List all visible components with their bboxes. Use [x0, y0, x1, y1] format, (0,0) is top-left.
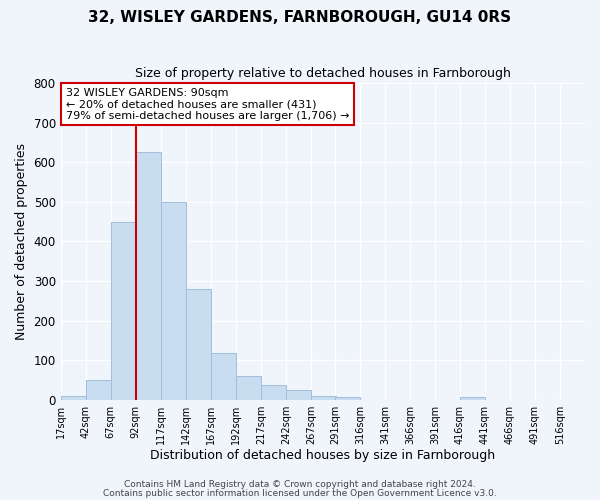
Title: Size of property relative to detached houses in Farnborough: Size of property relative to detached ho…: [135, 68, 511, 80]
Bar: [311, 396, 336, 400]
Bar: [86, 380, 110, 400]
Text: 32, WISLEY GARDENS, FARNBOROUGH, GU14 0RS: 32, WISLEY GARDENS, FARNBOROUGH, GU14 0R…: [88, 10, 512, 25]
Bar: [286, 390, 311, 400]
Bar: [110, 222, 136, 400]
Text: Contains public sector information licensed under the Open Government Licence v3: Contains public sector information licen…: [103, 490, 497, 498]
Bar: [186, 289, 211, 400]
Bar: [161, 202, 186, 400]
Y-axis label: Number of detached properties: Number of detached properties: [15, 143, 28, 340]
Text: 32 WISLEY GARDENS: 90sqm
← 20% of detached houses are smaller (431)
79% of semi-: 32 WISLEY GARDENS: 90sqm ← 20% of detach…: [66, 88, 349, 121]
Bar: [335, 397, 360, 400]
Bar: [236, 376, 261, 400]
Text: Contains HM Land Registry data © Crown copyright and database right 2024.: Contains HM Land Registry data © Crown c…: [124, 480, 476, 489]
Bar: [460, 396, 485, 400]
Bar: [61, 396, 86, 400]
Bar: [211, 353, 236, 400]
Bar: [261, 384, 286, 400]
X-axis label: Distribution of detached houses by size in Farnborough: Distribution of detached houses by size …: [150, 450, 496, 462]
Bar: [136, 152, 161, 400]
